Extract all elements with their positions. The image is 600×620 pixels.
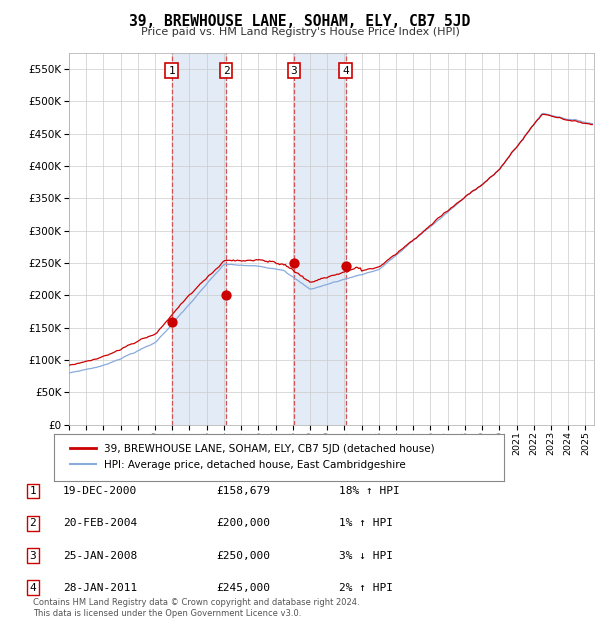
Text: 25-JAN-2008: 25-JAN-2008 — [63, 551, 137, 560]
Bar — [294, 53, 346, 425]
Text: 1: 1 — [29, 486, 37, 496]
Text: 2: 2 — [29, 518, 37, 528]
Text: 4: 4 — [342, 66, 349, 76]
Text: £245,000: £245,000 — [216, 583, 270, 593]
Text: 2: 2 — [223, 66, 230, 76]
Text: 20-FEB-2004: 20-FEB-2004 — [63, 518, 137, 528]
Text: 3: 3 — [29, 551, 37, 560]
Text: 2% ↑ HPI: 2% ↑ HPI — [339, 583, 393, 593]
Text: £158,679: £158,679 — [216, 486, 270, 496]
Text: 4: 4 — [29, 583, 37, 593]
Text: Price paid vs. HM Land Registry's House Price Index (HPI): Price paid vs. HM Land Registry's House … — [140, 27, 460, 37]
Point — [221, 290, 231, 300]
Legend: 39, BREWHOUSE LANE, SOHAM, ELY, CB7 5JD (detached house), HPI: Average price, de: 39, BREWHOUSE LANE, SOHAM, ELY, CB7 5JD … — [66, 440, 439, 474]
Text: 18% ↑ HPI: 18% ↑ HPI — [339, 486, 400, 496]
Text: 19-DEC-2000: 19-DEC-2000 — [63, 486, 137, 496]
Text: 1: 1 — [168, 66, 175, 76]
Text: Contains HM Land Registry data © Crown copyright and database right 2024.
This d: Contains HM Land Registry data © Crown c… — [33, 598, 359, 618]
Bar — [172, 53, 226, 425]
Text: 3: 3 — [290, 66, 298, 76]
Text: 1% ↑ HPI: 1% ↑ HPI — [339, 518, 393, 528]
Text: 28-JAN-2011: 28-JAN-2011 — [63, 583, 137, 593]
Text: 39, BREWHOUSE LANE, SOHAM, ELY, CB7 5JD: 39, BREWHOUSE LANE, SOHAM, ELY, CB7 5JD — [130, 14, 470, 29]
Text: £250,000: £250,000 — [216, 551, 270, 560]
Point — [167, 317, 176, 327]
Point — [289, 258, 299, 268]
Point — [341, 261, 350, 271]
Text: 3% ↓ HPI: 3% ↓ HPI — [339, 551, 393, 560]
Text: £200,000: £200,000 — [216, 518, 270, 528]
